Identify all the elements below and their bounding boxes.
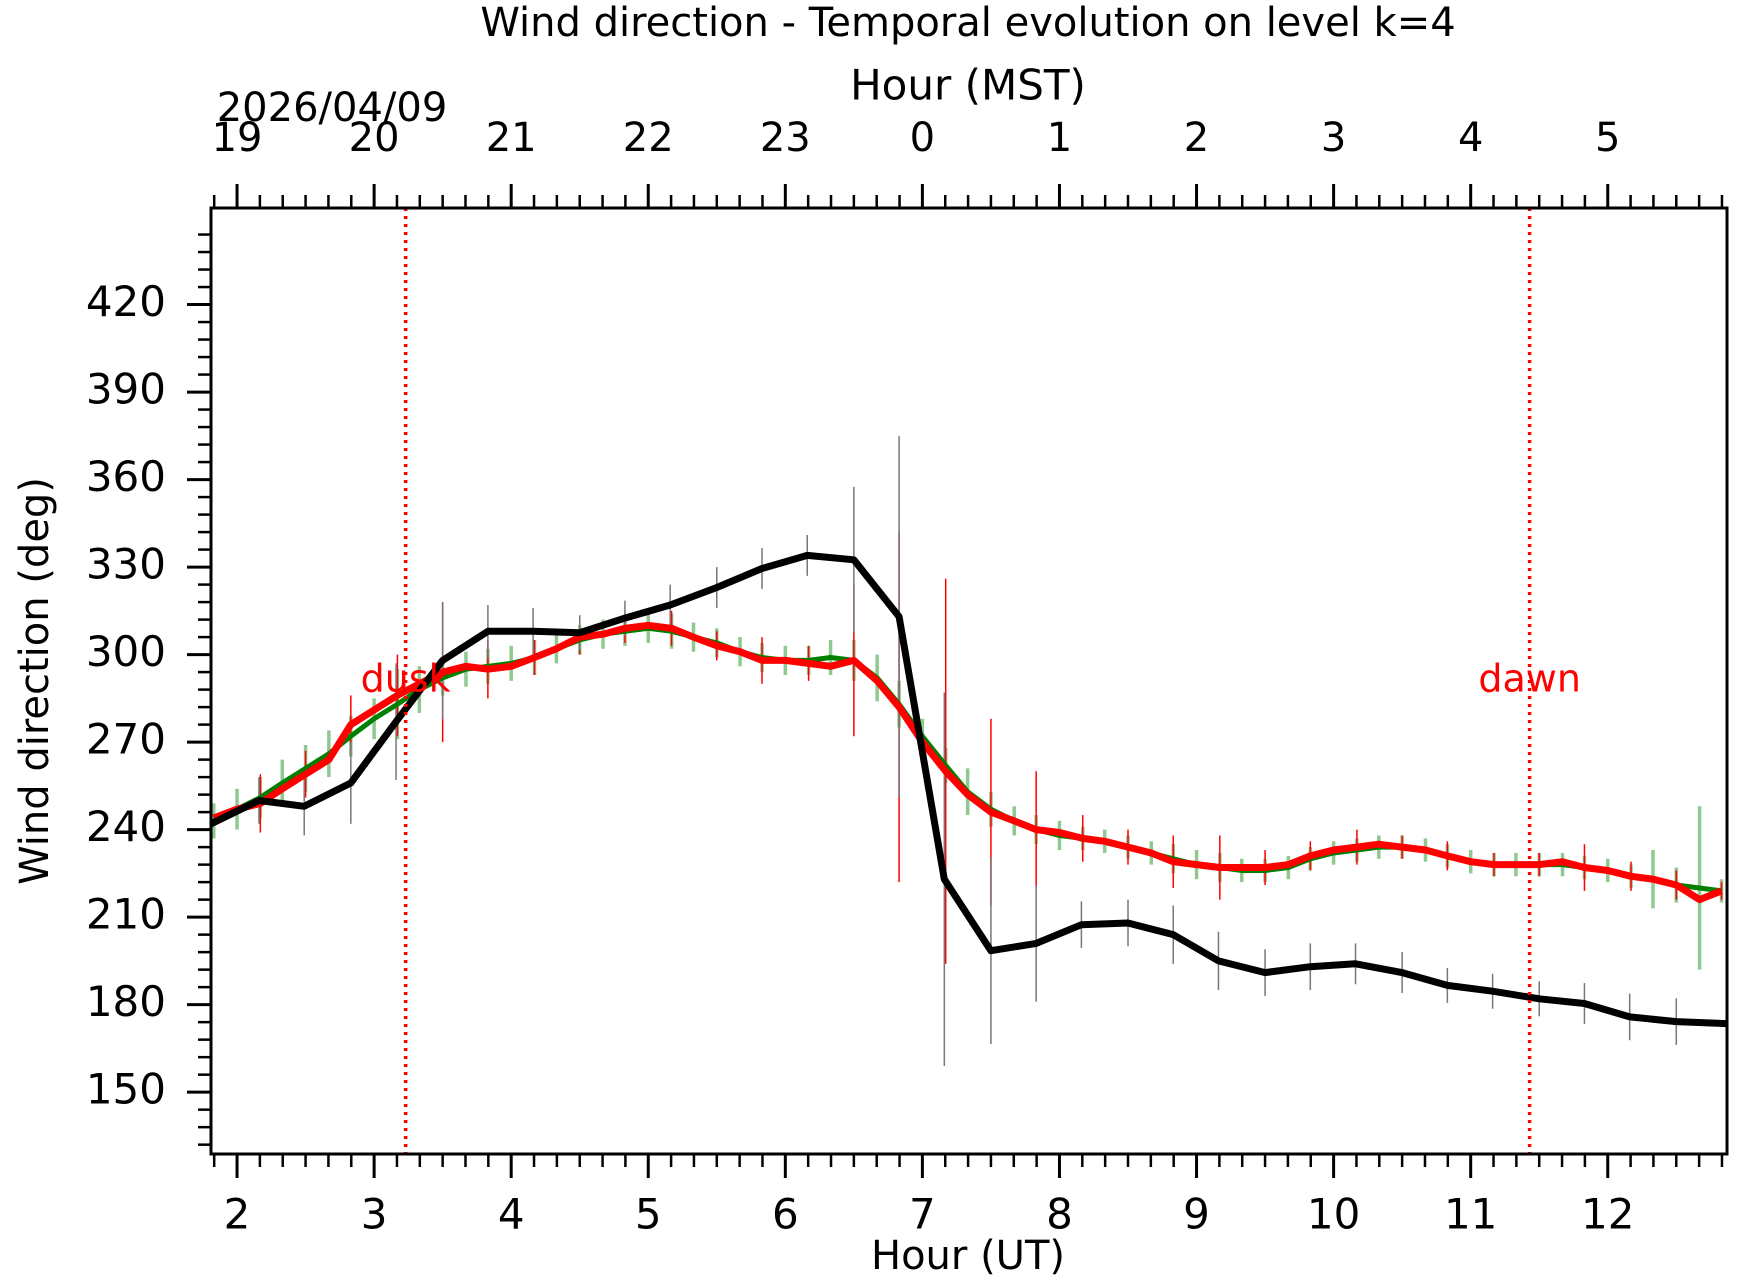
date-label: 2026/04/09 <box>217 85 448 131</box>
x2-tick-label: 5 <box>1595 115 1620 161</box>
x-tick-label: 2 <box>224 1190 251 1239</box>
x2-tick-label: 23 <box>760 115 811 161</box>
x2-tick-label: 1 <box>1047 115 1072 161</box>
y-tick-label: 330 <box>86 540 166 589</box>
y-tick-label: 240 <box>86 802 166 851</box>
x-tick-label: 6 <box>772 1190 799 1239</box>
x2-tick-label: 2 <box>1184 115 1209 161</box>
chart-title: Wind direction - Temporal evolution on l… <box>480 0 1455 46</box>
y-tick-label: 180 <box>86 977 166 1026</box>
y-axis-label: Wind direction (deg) <box>12 477 58 885</box>
x-tick-label: 10 <box>1307 1190 1360 1239</box>
x-tick-label: 5 <box>635 1190 662 1239</box>
x-tick-label: 12 <box>1581 1190 1634 1239</box>
x-tick-label: 8 <box>1046 1190 1073 1239</box>
x2-tick-label: 19 <box>212 115 263 161</box>
x-axis-label: Hour (UT) <box>871 1233 1065 1279</box>
y-tick-label: 420 <box>86 277 166 326</box>
y-tick-label: 150 <box>86 1065 166 1114</box>
x-tick-label: 4 <box>498 1190 525 1239</box>
x2-tick-label: 20 <box>349 115 400 161</box>
x2-tick-label: 22 <box>623 115 674 161</box>
y-tick-label: 300 <box>86 627 166 676</box>
series-line <box>212 621 1723 904</box>
x2-tick-label: 21 <box>486 115 537 161</box>
x-tick-label: 11 <box>1444 1190 1497 1239</box>
x2-tick-label: 4 <box>1458 115 1483 161</box>
y-tick-label: 360 <box>86 452 166 501</box>
x-tick-label: 9 <box>1183 1190 1210 1239</box>
x-tick-label: 7 <box>909 1190 936 1239</box>
y-tick-label: 210 <box>86 890 166 939</box>
y-tick-label: 270 <box>86 715 166 764</box>
annotation-label: dawn <box>1478 656 1581 700</box>
plot-frame <box>209 206 1729 1156</box>
series-line <box>211 551 1727 1028</box>
x2-tick-label: 0 <box>910 115 935 161</box>
x-tick-label: 3 <box>361 1190 388 1239</box>
y-tick-label: 390 <box>86 365 166 414</box>
annotation-label: dusk <box>361 656 451 700</box>
x2-tick-label: 3 <box>1321 115 1346 161</box>
x2-axis-label: Hour (MST) <box>850 61 1086 110</box>
